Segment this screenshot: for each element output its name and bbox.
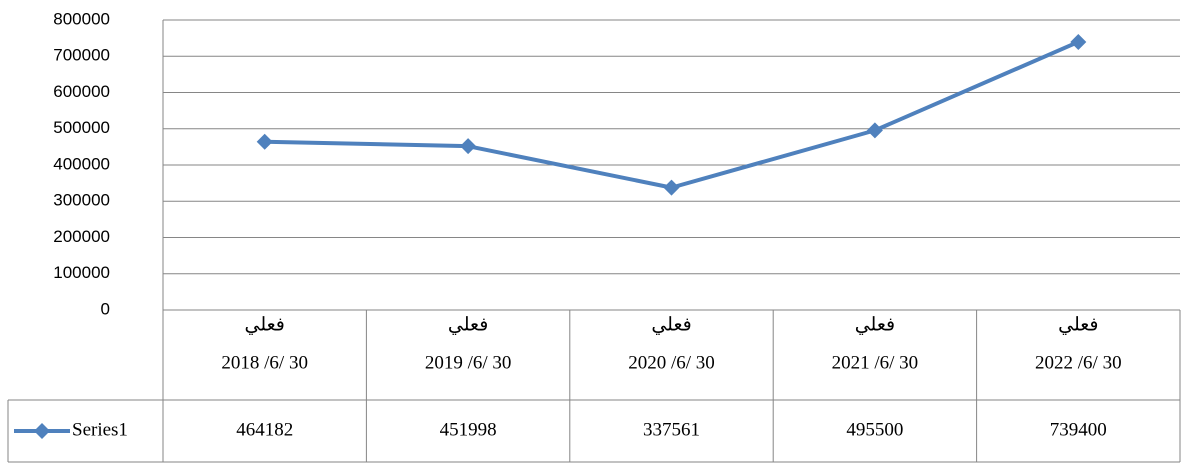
table-value: 451998	[440, 419, 497, 440]
legend-marker	[34, 423, 50, 439]
x-tick-label: فعلي	[651, 314, 691, 335]
marker	[256, 133, 273, 150]
y-tick-label: 500000	[53, 118, 110, 137]
table-value: 464182	[236, 419, 293, 440]
y-tick-label: 800000	[53, 9, 110, 28]
marker	[866, 122, 883, 139]
x-tick-label: فعلي	[1058, 314, 1098, 335]
series-line	[264, 40, 1080, 190]
marker	[663, 179, 680, 196]
y-tick-label: 300000	[53, 191, 110, 210]
y-tick-label: 100000	[53, 263, 110, 282]
y-tick-label: 600000	[53, 82, 110, 101]
x-tick-label: فعلي	[855, 314, 895, 335]
y-tick-label: 0	[101, 299, 110, 318]
table-value: 337561	[643, 419, 700, 440]
table-value: 495500	[846, 419, 903, 440]
marker	[1070, 33, 1087, 50]
x-tick-label: 2019 /6/ 30	[425, 352, 512, 373]
table-value: 739400	[1050, 419, 1107, 440]
y-tick-label: 700000	[53, 46, 110, 65]
legend-label: Series1	[72, 419, 128, 440]
x-tick-label: 2022 /6/ 30	[1035, 352, 1122, 373]
x-tick-label: 2021 /6/ 30	[832, 352, 919, 373]
marker	[460, 138, 477, 155]
y-tick-label: 400000	[53, 154, 110, 173]
x-tick-label: فعلي	[245, 314, 285, 335]
x-tick-label: فعلي	[448, 314, 488, 335]
x-tick-label: 2018 /6/ 30	[221, 352, 308, 373]
x-tick-label: 2020 /6/ 30	[628, 352, 715, 373]
y-tick-label: 200000	[53, 227, 110, 246]
